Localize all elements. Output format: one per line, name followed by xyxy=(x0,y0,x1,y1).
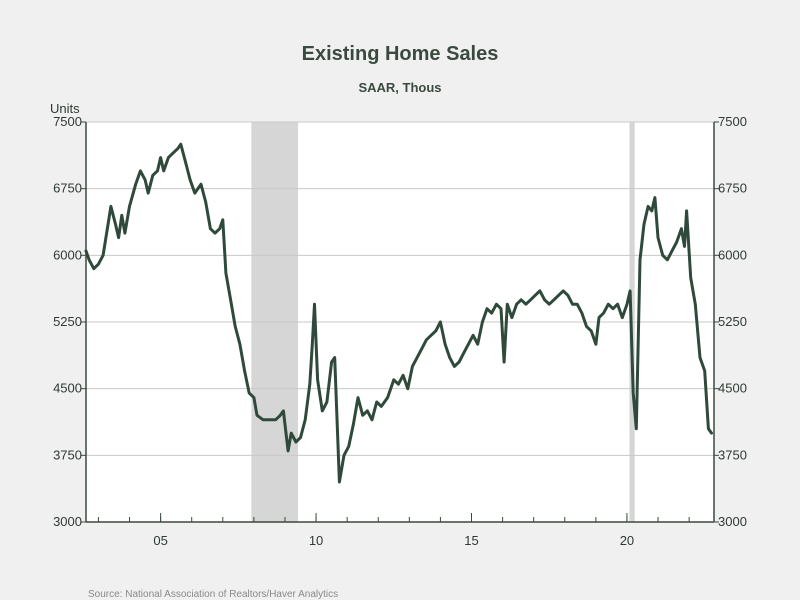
x-tick-label: 05 xyxy=(153,533,167,548)
series-line-1 xyxy=(84,142,713,484)
y-tick-label-right: 3000 xyxy=(718,514,747,529)
y-tick-label-right: 5250 xyxy=(718,314,747,329)
series-group xyxy=(84,142,713,484)
y-tick-label-left: 6000 xyxy=(53,247,82,262)
source-note: Source: National Association of Realtors… xyxy=(88,589,338,600)
x-ticks: 05 10 15 20 xyxy=(97,513,690,548)
y-axis-unit-label: Units xyxy=(50,101,80,116)
y-tick-label-left: 7500 xyxy=(53,114,82,129)
y-tick-label-right: 3750 xyxy=(718,447,747,462)
y-ticks: 3000 3000 3750 3750 4500 4500 5250 5250 6000 6000… xyxy=(53,114,747,529)
x-tick-label: 15 xyxy=(464,533,478,548)
y-tick-label-right: 6750 xyxy=(718,181,747,196)
y-tick-label-left: 5250 xyxy=(53,314,82,329)
x-tick-label: 20 xyxy=(620,533,634,548)
chart-title: Existing Home Sales xyxy=(302,43,499,65)
chart-subtitle: SAAR, Thous xyxy=(358,80,441,95)
y-tick-label-left: 4500 xyxy=(53,381,82,396)
y-tick-label-left: 6750 xyxy=(53,181,82,196)
x-tick-label: 10 xyxy=(309,533,323,548)
gridlines xyxy=(86,121,714,456)
y-tick-label-left: 3750 xyxy=(53,447,82,462)
y-tick-label-left: 3000 xyxy=(53,514,82,529)
y-tick-label-right: 6000 xyxy=(718,247,747,262)
y-tick-label-right: 4500 xyxy=(718,381,747,396)
y-tick-label-right: 7500 xyxy=(718,114,747,129)
